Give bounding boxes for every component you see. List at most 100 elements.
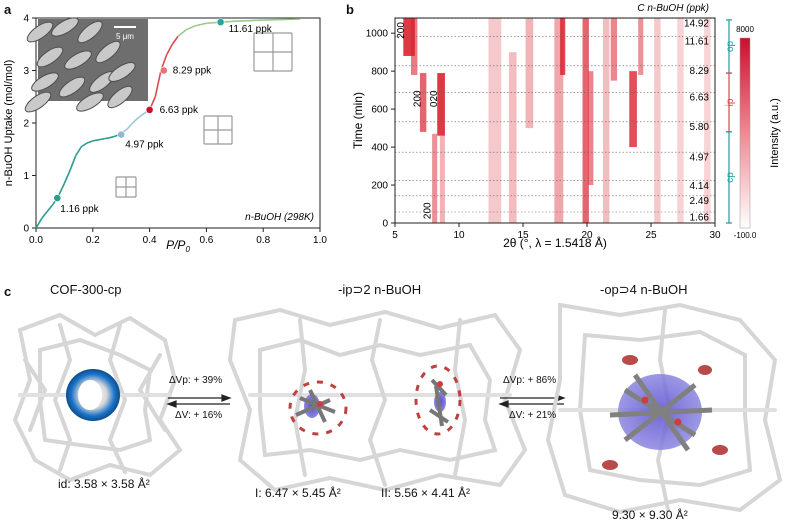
transition-2-bottom: ΔV: + 21% [509, 410, 557, 421]
transition-1-top: ΔVp: + 39% [169, 375, 223, 386]
framework-cp [12, 312, 183, 483]
plot-frame-b [394, 17, 716, 224]
isotherm-point [145, 105, 154, 114]
diffraction-streak [508, 52, 517, 223]
diffraction-streak [411, 18, 418, 75]
panel-a-letter: a [4, 2, 12, 17]
sem-crystal [64, 50, 92, 70]
isotherm-segment [104, 136, 110, 140]
y-axis-label-b: Time (min) [351, 92, 365, 149]
reflection-label: 200 [423, 202, 434, 219]
point-label: 1.16 ppk [60, 204, 99, 215]
sem-crystal [51, 17, 79, 37]
caption-op: 9.30 × 9.30 Å² [612, 508, 688, 522]
y-tick-label-b: 0 [382, 219, 388, 230]
y-tick-label-a: 4 [23, 14, 29, 25]
y-tick-label-b: 800 [371, 67, 388, 78]
x-tick-label-b: 15 [517, 230, 529, 241]
diffraction-streak [629, 71, 637, 148]
isotherm-segment [81, 142, 88, 148]
x-tick-label-a: 0.2 [86, 235, 100, 246]
colorbar-label: Intensity (a.u.) [769, 98, 781, 168]
concentration-label: 11.61 [685, 37, 710, 48]
isotherm-segment [186, 25, 196, 31]
sem-crystal [95, 40, 121, 64]
phase-label: op [725, 40, 736, 52]
x-tick-label-b: 30 [709, 230, 721, 241]
x-tick-label-a: 0.0 [29, 235, 43, 246]
diffraction-streak [610, 18, 618, 81]
point-label: 4.97 ppk [125, 140, 164, 151]
y-axis-label-a: n-BuOH Uptake (mol/mol) [3, 60, 15, 187]
reflection-label: 020 [429, 90, 440, 107]
y-tick-label-a: 3 [23, 66, 29, 77]
sem-crystal [26, 21, 54, 43]
diffraction-streak [488, 18, 502, 223]
isotherm-segment [92, 139, 99, 142]
y-tick-label-b: 600 [371, 105, 388, 116]
concentration-label: 8.29 [690, 66, 710, 77]
transition-2-top: ΔVp: + 86% [503, 375, 557, 386]
reflection-label: 200 [396, 22, 407, 39]
diffraction-streak [677, 18, 684, 223]
scale-bar-label: 5 μm [116, 32, 134, 41]
sem-crystal [108, 62, 136, 82]
isotherm-segment [154, 70, 162, 97]
colorbar [739, 37, 751, 229]
x-tick-label-b: 10 [453, 230, 465, 241]
isotherm-point [159, 66, 168, 75]
x-tick-label-a: 0.6 [199, 235, 213, 246]
x-tick-label-b: 5 [392, 230, 398, 241]
structures-illustration [12, 302, 783, 515]
colorbar-max: 8000 [736, 25, 754, 34]
point-label: 8.29 ppk [173, 66, 212, 77]
isotherm-segment [46, 203, 54, 212]
x-tick-label-a: 0.4 [143, 235, 157, 246]
sem-crystal [31, 72, 59, 92]
transition-1-bottom: ΔV: + 16% [175, 410, 223, 421]
diffraction-streak [554, 18, 564, 223]
annotation-a: n-BuOH (298K) [245, 212, 314, 223]
x-axis-label-a: P/P0 [166, 238, 190, 254]
sem-crystal [76, 92, 104, 112]
diffraction-streak [654, 18, 661, 223]
diffraction-streak [638, 18, 644, 75]
y-tick-label-a: 0 [23, 224, 29, 235]
y-tick-label-a: 1 [23, 171, 29, 182]
sem-crystal [58, 76, 86, 98]
framework-ip [227, 307, 528, 493]
isotherm-segment [75, 146, 83, 156]
diffraction-streak [588, 71, 594, 186]
diffraction-streak [582, 18, 589, 223]
phase-label: cp [725, 172, 736, 183]
concentration-label: 1.66 [690, 212, 710, 223]
caption-ip-i: I: 6.47 × 5.45 Å² [255, 486, 341, 500]
isotherm-chart: 0.0 0.2 0.4 0.6 0.8 1.0 0 1 2 3 4 P/P0 n-BuOH Uptake… [3, 14, 327, 255]
concentration-label: 4.97 [690, 153, 710, 164]
lattice-cp-sketch [115, 176, 137, 198]
isotherm-segment [109, 135, 116, 139]
y-tick-label-b: 400 [371, 143, 388, 154]
x-tick-label-b: 25 [645, 230, 657, 241]
structure-title-ip: -ip⊃2 n-BuOH [338, 282, 422, 297]
isotherm-segment [177, 28, 188, 37]
isotherm-segment [63, 169, 71, 184]
x-tick-label-a: 0.8 [256, 235, 270, 246]
isotherm-segment [41, 210, 48, 220]
reflection-label: 200 [412, 90, 423, 107]
sem-inset-image: 5 μm [24, 17, 148, 113]
isotherm-segment [263, 18, 301, 21]
sem-crystal [36, 46, 64, 68]
concentration-label: 14.92 [684, 19, 709, 30]
isotherm-segment [57, 183, 66, 196]
isotherm-point [117, 130, 126, 139]
isotherm-segment [86, 140, 94, 144]
isotherm-segment [194, 22, 207, 27]
x-axis-label-b: 2θ (°, λ = 1.5418 Å) [503, 235, 607, 250]
isotherm-point [53, 194, 62, 202]
phase-label: ip [725, 98, 736, 106]
guest-molecules-ip [288, 364, 462, 436]
transition-arrow-1 [166, 394, 232, 408]
point-label: 11.61 ppk [229, 24, 273, 35]
isotherm-point [216, 18, 225, 27]
